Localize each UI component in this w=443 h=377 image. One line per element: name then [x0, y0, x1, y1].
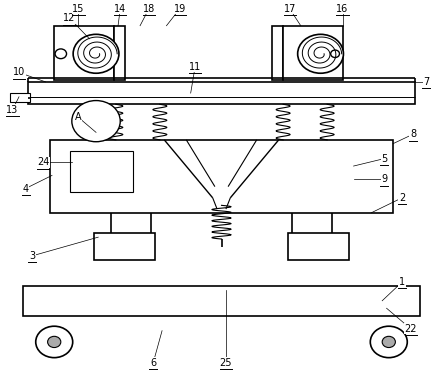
- Text: 10: 10: [13, 67, 25, 78]
- Bar: [288, 233, 349, 260]
- Text: 17: 17: [284, 4, 296, 14]
- Text: 16: 16: [336, 4, 349, 14]
- Text: 5: 5: [381, 153, 388, 164]
- Circle shape: [36, 326, 73, 358]
- Text: 11: 11: [189, 62, 201, 72]
- Text: 7: 7: [423, 77, 429, 87]
- Bar: [54, 26, 114, 80]
- Circle shape: [382, 336, 396, 348]
- Circle shape: [72, 101, 120, 142]
- Circle shape: [370, 326, 407, 358]
- Text: 18: 18: [143, 4, 155, 14]
- Text: 1: 1: [399, 277, 405, 287]
- Bar: [272, 26, 283, 80]
- Bar: [50, 140, 393, 213]
- Text: 22: 22: [404, 324, 417, 334]
- Text: 15: 15: [72, 4, 85, 14]
- Circle shape: [47, 336, 61, 348]
- Text: 19: 19: [174, 4, 186, 14]
- Text: 2: 2: [399, 193, 405, 203]
- Bar: [70, 151, 133, 192]
- Circle shape: [73, 34, 119, 73]
- Text: 25: 25: [220, 357, 232, 368]
- Text: 9: 9: [381, 174, 388, 184]
- Text: 13: 13: [6, 105, 19, 115]
- Bar: [114, 26, 124, 80]
- Text: A: A: [75, 112, 82, 123]
- Bar: [23, 286, 420, 316]
- Bar: [283, 26, 342, 80]
- Text: 14: 14: [114, 4, 126, 14]
- Text: 24: 24: [37, 157, 50, 167]
- Bar: [94, 233, 155, 260]
- Circle shape: [55, 49, 66, 59]
- Text: 4: 4: [23, 184, 29, 193]
- Bar: [10, 93, 30, 103]
- Circle shape: [298, 34, 343, 73]
- Text: 12: 12: [63, 13, 76, 23]
- Text: 3: 3: [29, 251, 35, 261]
- Bar: [28, 82, 415, 104]
- Text: 6: 6: [150, 357, 156, 368]
- Circle shape: [330, 50, 339, 58]
- Text: 8: 8: [410, 129, 416, 139]
